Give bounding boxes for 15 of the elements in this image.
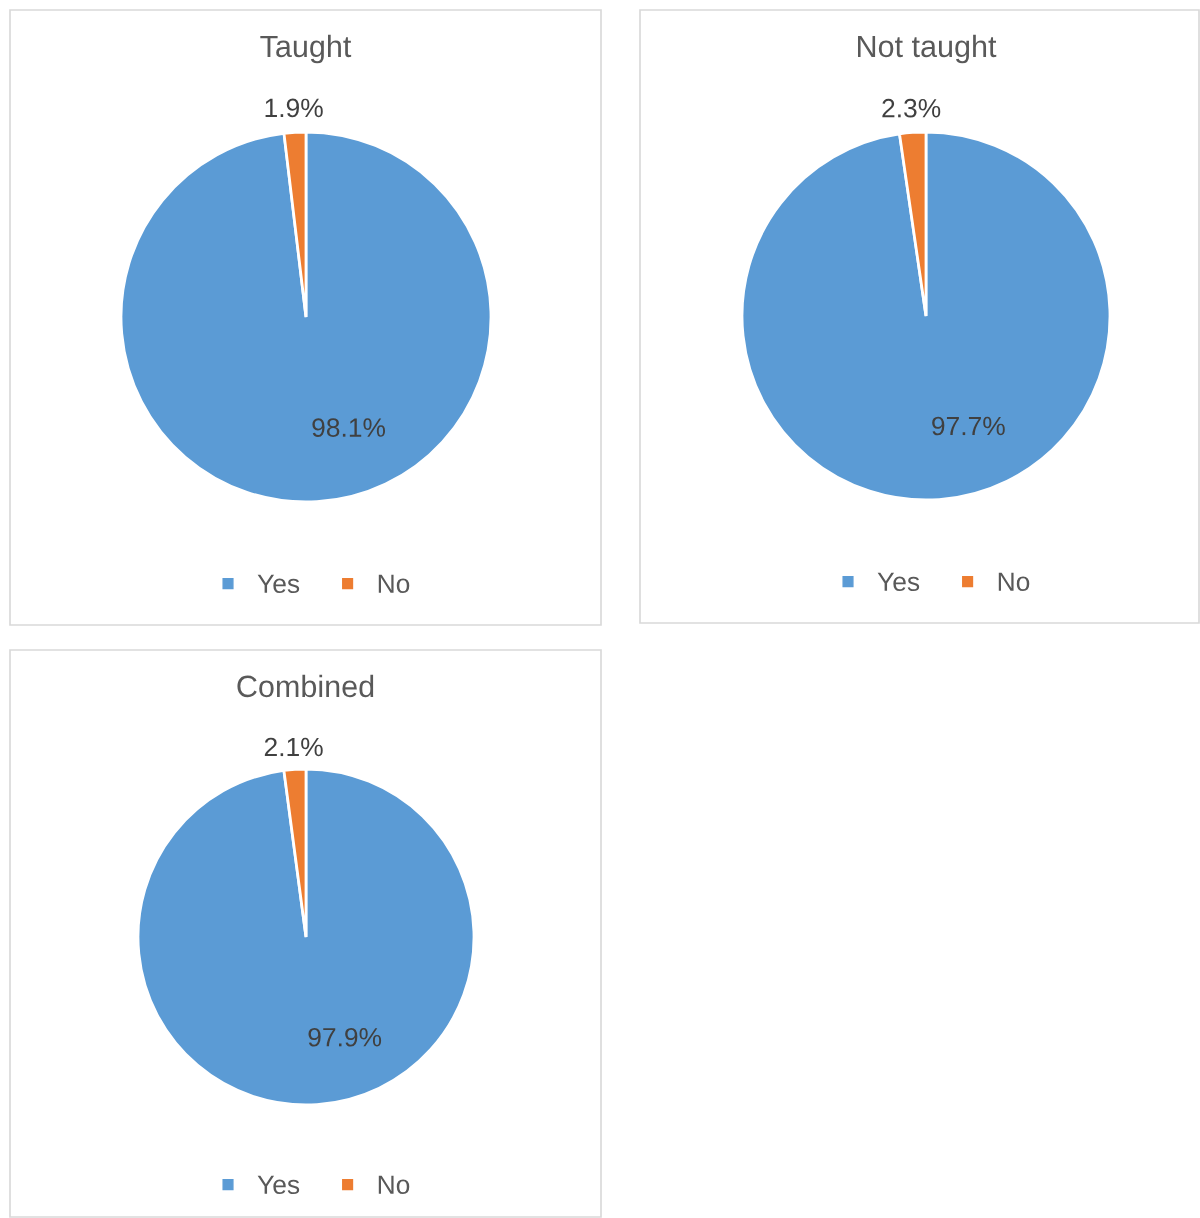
chart-title: Combined xyxy=(237,674,374,698)
data-label: 97.7% xyxy=(932,416,1005,436)
data-label: 1.9% xyxy=(265,98,323,118)
legend-label: Yes xyxy=(877,572,920,592)
legend-label: Yes xyxy=(257,1175,300,1195)
chart-title: Not taught xyxy=(858,34,997,64)
data-label: 2.3% xyxy=(882,98,941,118)
legend-label: No xyxy=(998,572,1030,592)
legend-label: No xyxy=(378,1175,410,1195)
data-label: 98.1% xyxy=(312,418,386,437)
legend-label: Yes xyxy=(257,574,300,594)
data-label: 2.1% xyxy=(264,737,323,757)
data-label: 97.9% xyxy=(308,1027,382,1047)
legend-label: No xyxy=(378,574,410,594)
chart-title: Taught xyxy=(260,34,352,64)
